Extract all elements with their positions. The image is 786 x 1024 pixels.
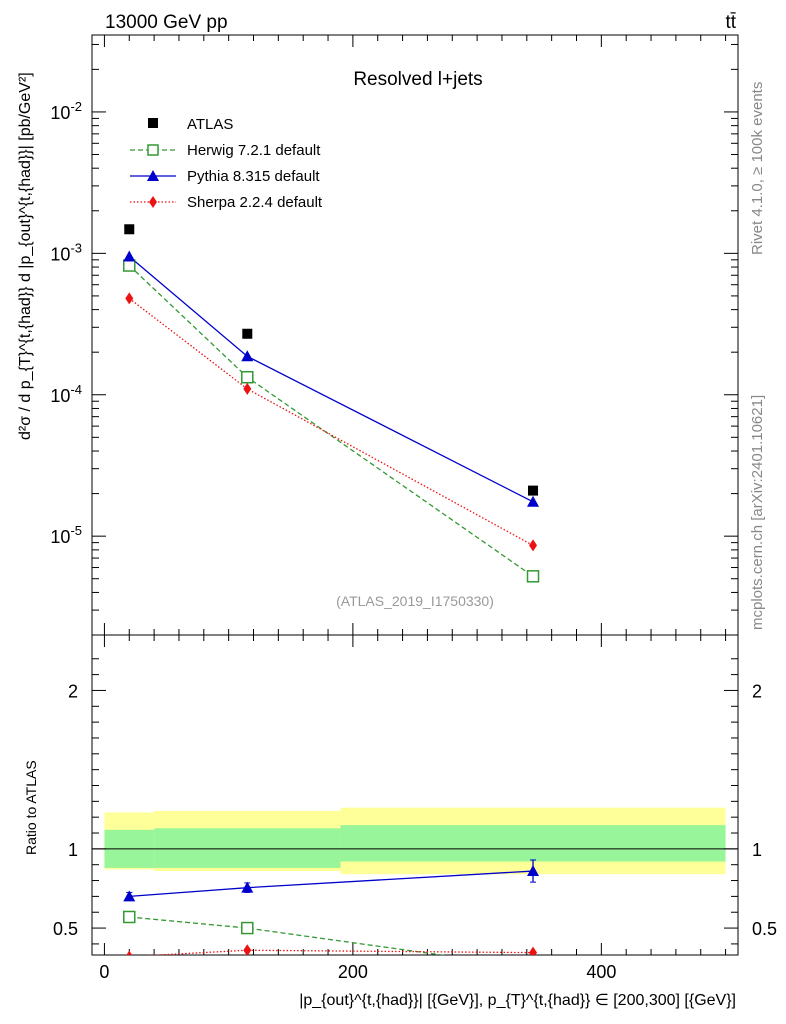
ratio-point-pythia <box>527 865 540 877</box>
legend-label-sherpa: Sherpa 2.2.4 default <box>187 194 323 211</box>
ratio-point-pythia <box>241 881 254 893</box>
ratio-tick-label-right: 2 <box>752 681 762 701</box>
x-tick-label: 200 <box>338 962 368 982</box>
series-line-herwig <box>128 265 534 577</box>
chart-title: Resolved l+jets <box>353 69 482 90</box>
legend-marker-sherpa <box>149 196 157 208</box>
ratio-series-group <box>123 859 540 973</box>
ratio-point-pythia <box>123 890 136 902</box>
ratio-tick-label-left: 2 <box>68 681 78 701</box>
process-label: tt̄ <box>725 12 736 33</box>
ratio-line-herwig <box>129 916 447 955</box>
legend-marker-pythia <box>147 170 159 181</box>
ratio-point-sherpa <box>126 950 133 955</box>
legend: ATLAS Herwig 7.2.1 default Pythia 8.315 … <box>130 116 323 211</box>
rivet-label: Rivet 4.1.0, ≥ 100k events <box>749 82 766 255</box>
point-sherpa <box>125 292 134 305</box>
ratio-y-axis-label: Ratio to ATLAS <box>23 760 39 855</box>
legend-marker-herwig <box>147 144 159 156</box>
y-tick-label: 10-5 <box>50 523 82 547</box>
point-herwig <box>123 259 136 272</box>
y-tick-label: 10-2 <box>50 99 82 123</box>
y-axis-label: d²σ / d p_{T}^{t,{had}} d |p_{out}^{t,{h… <box>17 72 34 440</box>
point-pythia <box>527 495 540 507</box>
ratio-tick-label-left: 0.5 <box>53 919 78 939</box>
x-tick-label: 400 <box>586 962 616 982</box>
analysis-tag: (ATLAS_2019_I1750330) <box>336 593 494 609</box>
ratio-point-sherpa <box>529 946 538 955</box>
ratio-point-herwig <box>528 962 539 973</box>
ratio-line-sherpa <box>146 949 534 955</box>
point-herwig <box>526 570 540 583</box>
point-atlas <box>528 485 539 496</box>
point-sherpa <box>243 382 252 395</box>
source-label: mcplots.cern.ch [arXiv:2401.10621] <box>749 395 766 630</box>
y-tick-label: 10-4 <box>50 382 82 406</box>
ratio-panel-frame <box>91 634 739 956</box>
ratio-band-inner <box>154 828 341 868</box>
point-pythia <box>241 350 254 362</box>
series-line-pythia <box>128 255 534 503</box>
ratio-point-herwig <box>241 921 254 935</box>
ratio-tick-label-right: 1 <box>752 840 762 860</box>
ratio-tick-label-left: 1 <box>68 840 78 860</box>
y-tick-label: 10-3 <box>50 240 82 264</box>
ratio-line-pythia <box>129 870 534 898</box>
point-atlas <box>124 224 135 235</box>
ratio-tick-label-right: 0.5 <box>752 919 777 939</box>
point-herwig <box>241 370 254 384</box>
axis-ticks: 0 200 400 10-5 10-4 10-3 10-2 0.5 0.5 1 1 2 2 <box>50 35 777 982</box>
legend-marker-atlas <box>148 118 158 128</box>
x-tick-label: 0 <box>99 962 109 982</box>
ratio-band-inner <box>340 825 726 862</box>
legend-label-herwig: Herwig 7.2.1 default <box>187 142 321 159</box>
ratio-clipped-group <box>123 859 540 973</box>
ratio-point-herwig <box>123 910 136 924</box>
point-atlas <box>242 328 253 339</box>
series-line-sherpa <box>128 297 534 546</box>
x-axis-label: |p_{out}^{t,{had}}| [{GeV}], p_{T}^{t,{h… <box>299 992 736 1009</box>
main-series-group <box>123 224 540 583</box>
legend-label-atlas: ATLAS <box>187 116 233 133</box>
energy-label: 13000 GeV pp <box>105 12 228 33</box>
point-sherpa <box>529 539 538 552</box>
legend-label-pythia: Pythia 8.315 default <box>187 168 320 185</box>
point-pythia <box>123 250 136 262</box>
ratio-uncertainty-bands <box>92 807 738 875</box>
ratio-point-sherpa <box>243 944 252 955</box>
